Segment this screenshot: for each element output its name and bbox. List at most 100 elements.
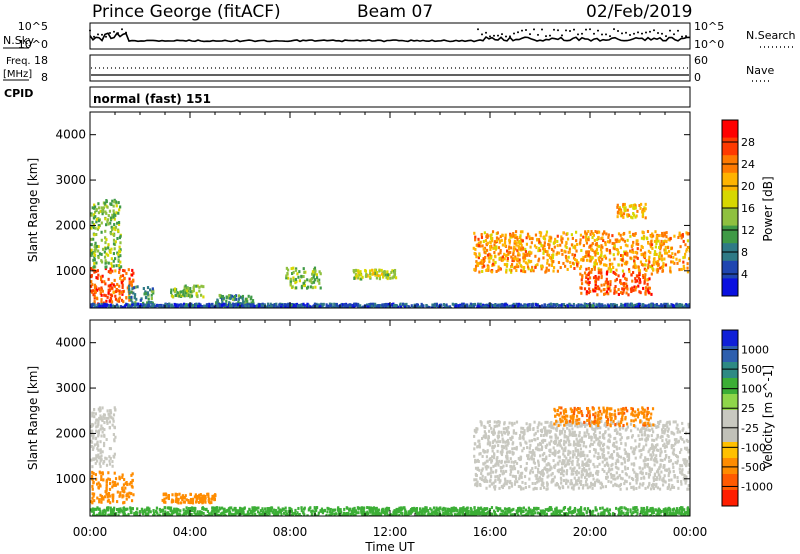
power-cell xyxy=(116,236,119,240)
velocity-cell xyxy=(529,471,532,475)
velocity-cell xyxy=(519,434,522,438)
velocity-cell xyxy=(586,483,589,487)
velocity-cell xyxy=(674,420,677,424)
power-cell xyxy=(313,266,317,270)
power-cell xyxy=(118,270,121,274)
velocity-cell xyxy=(526,454,529,458)
power-cell xyxy=(582,244,586,248)
power-cell xyxy=(92,289,95,293)
power-cell xyxy=(321,302,325,306)
power-cell xyxy=(560,238,563,242)
power-cell xyxy=(618,239,621,243)
velocity-cell xyxy=(601,455,605,459)
velocity-cell xyxy=(109,447,112,451)
power-cell xyxy=(622,212,626,216)
velocity-cell xyxy=(524,467,527,471)
velocity-cell xyxy=(528,423,531,427)
velocity-cell xyxy=(550,473,553,477)
velocity-cell xyxy=(593,448,596,452)
velocity-cell xyxy=(482,449,485,453)
nsearch-point xyxy=(633,32,635,35)
power-cell xyxy=(686,245,690,249)
velocity-cell xyxy=(105,419,109,423)
velocity-cell xyxy=(488,484,491,488)
power-cell xyxy=(594,253,597,257)
velocity-cell xyxy=(478,445,481,449)
power-cell xyxy=(394,276,398,280)
velocity-cell xyxy=(531,481,534,485)
velocity-cell xyxy=(613,474,616,478)
power-cell xyxy=(657,263,660,267)
velocity-cell xyxy=(91,487,94,491)
velocity-cell xyxy=(672,469,675,473)
power-cell xyxy=(609,283,612,287)
power-cell xyxy=(399,305,402,308)
power-cell xyxy=(530,251,533,255)
power-cell xyxy=(680,236,683,240)
power-cell xyxy=(318,278,321,282)
velocity-cell xyxy=(531,466,534,470)
velocity-cell xyxy=(105,487,108,491)
velocity-cell xyxy=(590,483,593,487)
velocity-cell xyxy=(687,487,690,491)
power-cell xyxy=(593,265,596,269)
power-cell xyxy=(575,239,578,243)
velocity-cell xyxy=(162,492,165,496)
power-cell xyxy=(630,290,633,294)
velocity-cell xyxy=(102,461,105,465)
power-cell xyxy=(550,305,553,308)
power-cell xyxy=(559,306,562,308)
velocity-cell xyxy=(514,477,518,481)
velocity-cell xyxy=(495,462,498,466)
power-cell xyxy=(395,303,398,307)
velocity-cell xyxy=(652,430,655,434)
velocity-cell xyxy=(100,458,103,462)
power-cell xyxy=(261,302,264,306)
power-cell xyxy=(667,237,670,241)
power-cell xyxy=(159,305,162,308)
power-cell xyxy=(465,306,468,308)
power-cell xyxy=(678,231,681,235)
velocity-cell xyxy=(660,450,663,454)
power-cell xyxy=(632,240,635,244)
velocity-cell xyxy=(634,474,638,478)
velocity-cell xyxy=(642,445,645,449)
power-cell xyxy=(294,281,297,285)
power-cell xyxy=(644,202,647,206)
velocity-cell xyxy=(495,459,498,463)
power-cell xyxy=(588,281,591,285)
power-cell xyxy=(497,304,500,308)
velocity-cell xyxy=(174,500,178,504)
power-cell xyxy=(572,256,576,260)
nsearch-point xyxy=(485,31,487,34)
velocity-cell xyxy=(574,421,577,425)
velocity-cell xyxy=(574,433,578,437)
power-cell xyxy=(612,270,615,274)
power-cell xyxy=(182,292,185,296)
power-cell xyxy=(120,279,123,283)
nsearch-point xyxy=(509,35,511,38)
power-cell xyxy=(482,258,485,262)
power-cell xyxy=(478,304,481,308)
velocity-cell xyxy=(684,458,687,462)
velocity-cell xyxy=(593,483,596,487)
velocity-cell xyxy=(538,470,541,474)
power-cell xyxy=(117,305,120,308)
velocity-cell xyxy=(483,434,486,438)
velocity-cell xyxy=(643,426,646,430)
power-cell xyxy=(285,276,288,280)
power-cell xyxy=(648,260,651,264)
power-cell xyxy=(99,291,102,295)
power-cell xyxy=(110,225,113,229)
power-cell xyxy=(493,243,496,247)
power-cell xyxy=(515,269,518,273)
power-cell xyxy=(242,300,245,304)
velocity-cell xyxy=(113,439,116,443)
velocity-cell xyxy=(646,485,650,489)
power-cell xyxy=(593,250,596,254)
velocity-cell xyxy=(590,481,593,485)
power-cell xyxy=(377,304,380,308)
power-cell xyxy=(475,260,478,264)
power-cell xyxy=(117,263,121,267)
power-cell xyxy=(296,272,299,276)
